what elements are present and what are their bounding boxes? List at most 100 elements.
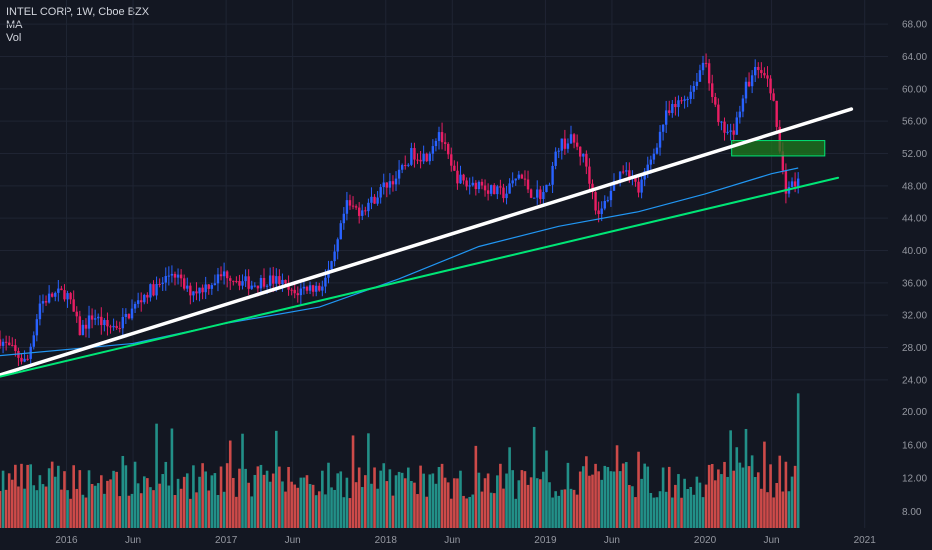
candle-body — [404, 165, 407, 167]
candle-body — [437, 132, 441, 141]
candle-body — [668, 110, 671, 113]
candle-body — [296, 293, 299, 296]
candle-body — [772, 93, 775, 101]
candle-body — [588, 166, 591, 184]
volume-bar — [717, 469, 720, 528]
volume-bar — [103, 493, 106, 528]
candle-body — [542, 192, 545, 200]
volume-bar — [474, 445, 478, 528]
white-trendline[interactable] — [0, 107, 854, 377]
time-tick-label: 2017 — [215, 535, 238, 546]
price-tick-label: 56.00 — [902, 117, 927, 128]
candle-body — [281, 279, 284, 284]
candle-body — [330, 261, 333, 270]
volume-bar — [364, 475, 367, 528]
volume-bar — [793, 465, 797, 528]
volume-bar — [195, 492, 198, 528]
candle-body — [729, 130, 732, 132]
volume-bar — [90, 484, 94, 528]
candle-body — [376, 197, 379, 204]
volume-bar — [139, 493, 143, 528]
volume-bar — [20, 463, 23, 528]
volume-bar — [192, 465, 195, 528]
candle-body — [757, 66, 760, 71]
volume-bar — [4, 489, 8, 528]
price-tick-label: 64.00 — [902, 52, 927, 63]
volume-bar — [471, 494, 475, 528]
volume-bar — [367, 433, 370, 528]
candle-body — [176, 274, 180, 278]
volume-bar — [238, 468, 241, 528]
candle-body — [689, 91, 692, 99]
volume-bar — [136, 483, 140, 528]
candle-body — [760, 70, 763, 74]
candle-body — [741, 98, 745, 112]
candle-body — [413, 148, 416, 160]
volume-bar — [585, 456, 588, 528]
candle-body — [600, 208, 603, 215]
candle-body — [14, 345, 17, 351]
volume-bar — [400, 472, 404, 528]
candle-body — [262, 277, 266, 287]
volume-bar — [130, 493, 134, 528]
volume-bar — [431, 473, 435, 528]
volume-bar — [167, 485, 171, 528]
volume-bar — [695, 476, 699, 528]
candle-body — [796, 178, 800, 187]
candle-body — [210, 285, 214, 289]
candle-body — [551, 165, 554, 185]
volume-bar — [609, 471, 613, 528]
candle-body — [182, 278, 186, 289]
candle-body — [536, 189, 539, 198]
candle-body — [621, 171, 625, 173]
time-tick-label: Jun — [604, 535, 620, 546]
candle-body — [158, 283, 161, 285]
volume-bar — [53, 476, 57, 528]
candle-body — [744, 81, 748, 99]
volume-bar — [204, 471, 207, 528]
candle-body — [130, 308, 134, 319]
candle-body — [723, 121, 726, 133]
volume-bar — [763, 441, 766, 528]
candle-body — [136, 300, 140, 304]
volume-tick-label: 16.00 — [902, 440, 927, 451]
volume-bar — [750, 455, 754, 528]
volume-bar — [32, 485, 36, 528]
candle-body — [717, 104, 720, 123]
candle-body — [373, 196, 376, 204]
volume-bar — [689, 486, 693, 528]
volume-bar — [41, 484, 45, 528]
volume-bar — [459, 470, 462, 528]
green-trendline[interactable] — [0, 176, 840, 378]
candle-body — [529, 189, 533, 198]
volume-bar — [437, 467, 441, 528]
volume-bar — [112, 470, 115, 528]
time-tick-label: Jun — [125, 535, 141, 546]
volume-bar — [456, 478, 459, 528]
candle-body — [63, 290, 66, 300]
candle-body — [225, 271, 229, 279]
candle-body — [523, 178, 527, 180]
candle-body — [572, 134, 576, 143]
candle-body — [747, 81, 751, 87]
volume-bar — [505, 473, 508, 528]
volume-bar — [44, 486, 48, 528]
volume-bar — [612, 471, 616, 528]
candle-body — [443, 142, 447, 144]
volume-bar — [133, 461, 137, 528]
candle-body — [66, 293, 69, 300]
candle-body — [318, 285, 321, 291]
candle-body — [370, 196, 373, 203]
volume-bar — [686, 489, 689, 528]
candle-body — [140, 300, 143, 303]
volume-bar — [345, 477, 349, 528]
volume-bar — [96, 483, 100, 528]
candle-body — [161, 282, 164, 284]
candle-body — [677, 100, 680, 108]
candle-body — [505, 193, 508, 199]
volume-bar — [511, 470, 514, 528]
candle-body — [575, 142, 579, 147]
price-tick-label: 36.00 — [902, 278, 927, 289]
volume-bar — [354, 482, 358, 528]
